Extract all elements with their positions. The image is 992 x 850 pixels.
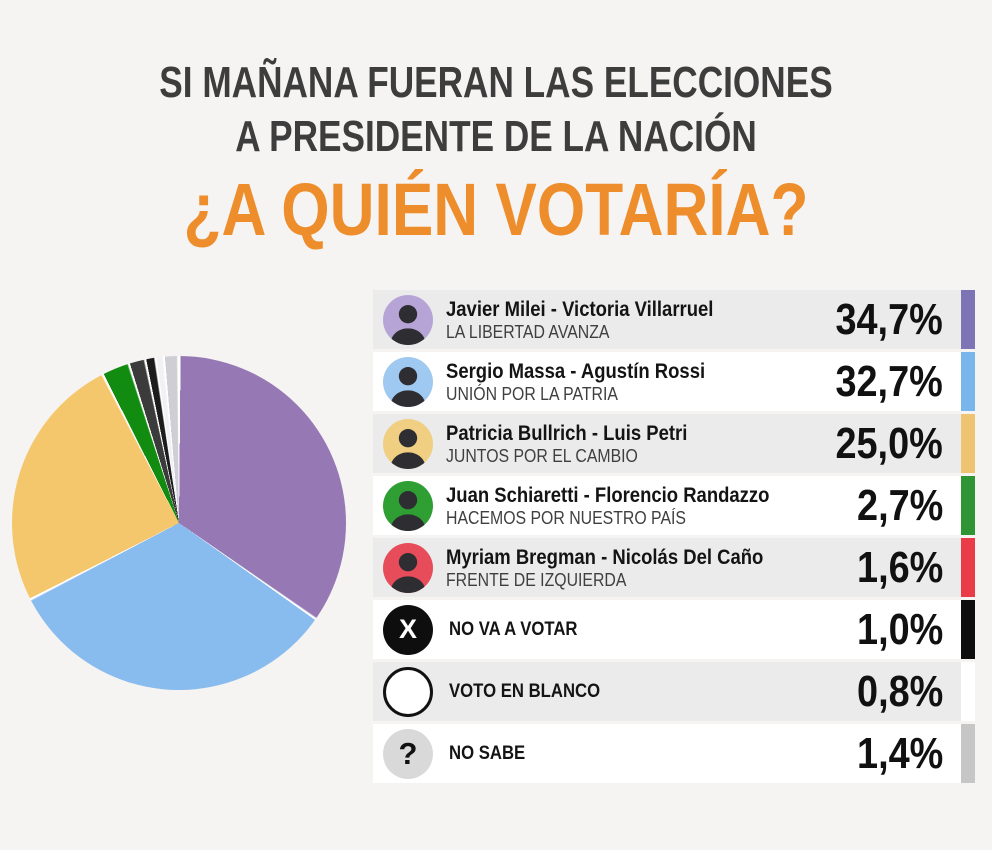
row-color-strip (961, 290, 975, 349)
vote-percentage: 0,8% (856, 666, 943, 716)
party-name: UNIÓN POR LA PATRIA (446, 383, 618, 404)
person-silhouette-icon (390, 366, 426, 407)
header: SI MAÑANA FUERAN LAS ELECCIONES A PRESID… (0, 56, 992, 248)
row-color-strip (961, 352, 975, 411)
vote-percentage: 32,7% (835, 356, 943, 406)
headline-line1: SI MAÑANA FUERAN LAS ELECCIONES (159, 58, 833, 107)
candidate-photo (383, 418, 433, 469)
candidate-name: Patricia Bullrich - Luis Petri (446, 421, 688, 445)
candidate-row-milei: Javier Milei - Victoria Villarruel LA LI… (373, 290, 975, 349)
row-color-strip (961, 662, 975, 721)
candidate-row-massa: Sergio Massa - Agustín Rossi UNIÓN POR L… (373, 352, 975, 411)
results-list: Javier Milei - Victoria Villarruel LA LI… (373, 290, 975, 786)
vote-percentage: 1,0% (856, 604, 943, 654)
vote-percentage: 34,7% (835, 294, 943, 344)
candidate-name: Javier Milei - Victoria Villarruel (446, 297, 714, 321)
vote-percentage: 2,7% (856, 480, 943, 530)
person-silhouette-icon (390, 304, 426, 345)
person-silhouette-icon (390, 552, 426, 593)
vote-percentage: 25,0% (835, 418, 943, 468)
candidate-photo (383, 542, 433, 593)
vote-share-pie-chart (12, 356, 346, 690)
candidate-photo (383, 356, 433, 407)
candidate-row-bullrich: Patricia Bullrich - Luis Petri JUNTOS PO… (373, 414, 975, 473)
candidate-name: Myriam Bregman - Nicolás Del Caño (446, 545, 764, 569)
candidate-photo (383, 294, 433, 345)
option-label: NO VA A VOTAR (449, 618, 578, 640)
option-row-no-sabe: ? NO SABE 1,4% (373, 724, 975, 783)
vote-percentage: 1,6% (856, 542, 943, 592)
candidate-photo (383, 480, 433, 531)
x-glyph: X (398, 614, 417, 644)
person-silhouette-icon (390, 428, 426, 469)
party-name: JUNTOS POR EL CAMBIO (446, 445, 638, 466)
candidate-row-bregman: Myriam Bregman - Nicolás Del Caño FRENTE… (373, 538, 975, 597)
question-glyph: ? (398, 735, 418, 771)
party-name: LA LIBERTAD AVANZA (446, 321, 610, 342)
question-title: ¿A QUIÉN VOTARÍA? (183, 168, 809, 251)
candidate-name: Sergio Massa - Agustín Rossi (446, 359, 706, 383)
row-color-strip (961, 724, 975, 783)
blank-circle-icon (383, 666, 433, 717)
party-name: FRENTE DE IZQUIERDA (446, 569, 627, 590)
option-row-no-vote: X NO VA A VOTAR 1,0% (373, 600, 975, 659)
row-color-strip (961, 414, 975, 473)
headline-line2: A PRESIDENTE DE LA NACIÓN (235, 112, 757, 161)
candidate-row-schiaretti: Juan Schiaretti - Florencio Randazzo HAC… (373, 476, 975, 535)
row-color-strip (961, 538, 975, 597)
x-mark-icon: X (383, 604, 433, 655)
option-label: VOTO EN BLANCO (449, 680, 601, 702)
row-color-strip (961, 600, 975, 659)
option-row-blank-vote: VOTO EN BLANCO 0,8% (373, 662, 975, 721)
question-mark-icon: ? (383, 728, 433, 779)
candidate-name: Juan Schiaretti - Florencio Randazzo (446, 483, 770, 507)
person-silhouette-icon (390, 490, 426, 531)
party-name: HACEMOS POR NUESTRO PAÍS (446, 507, 686, 528)
option-label: NO SABE (449, 742, 526, 764)
row-color-strip (961, 476, 975, 535)
vote-percentage: 1,4% (856, 728, 943, 778)
